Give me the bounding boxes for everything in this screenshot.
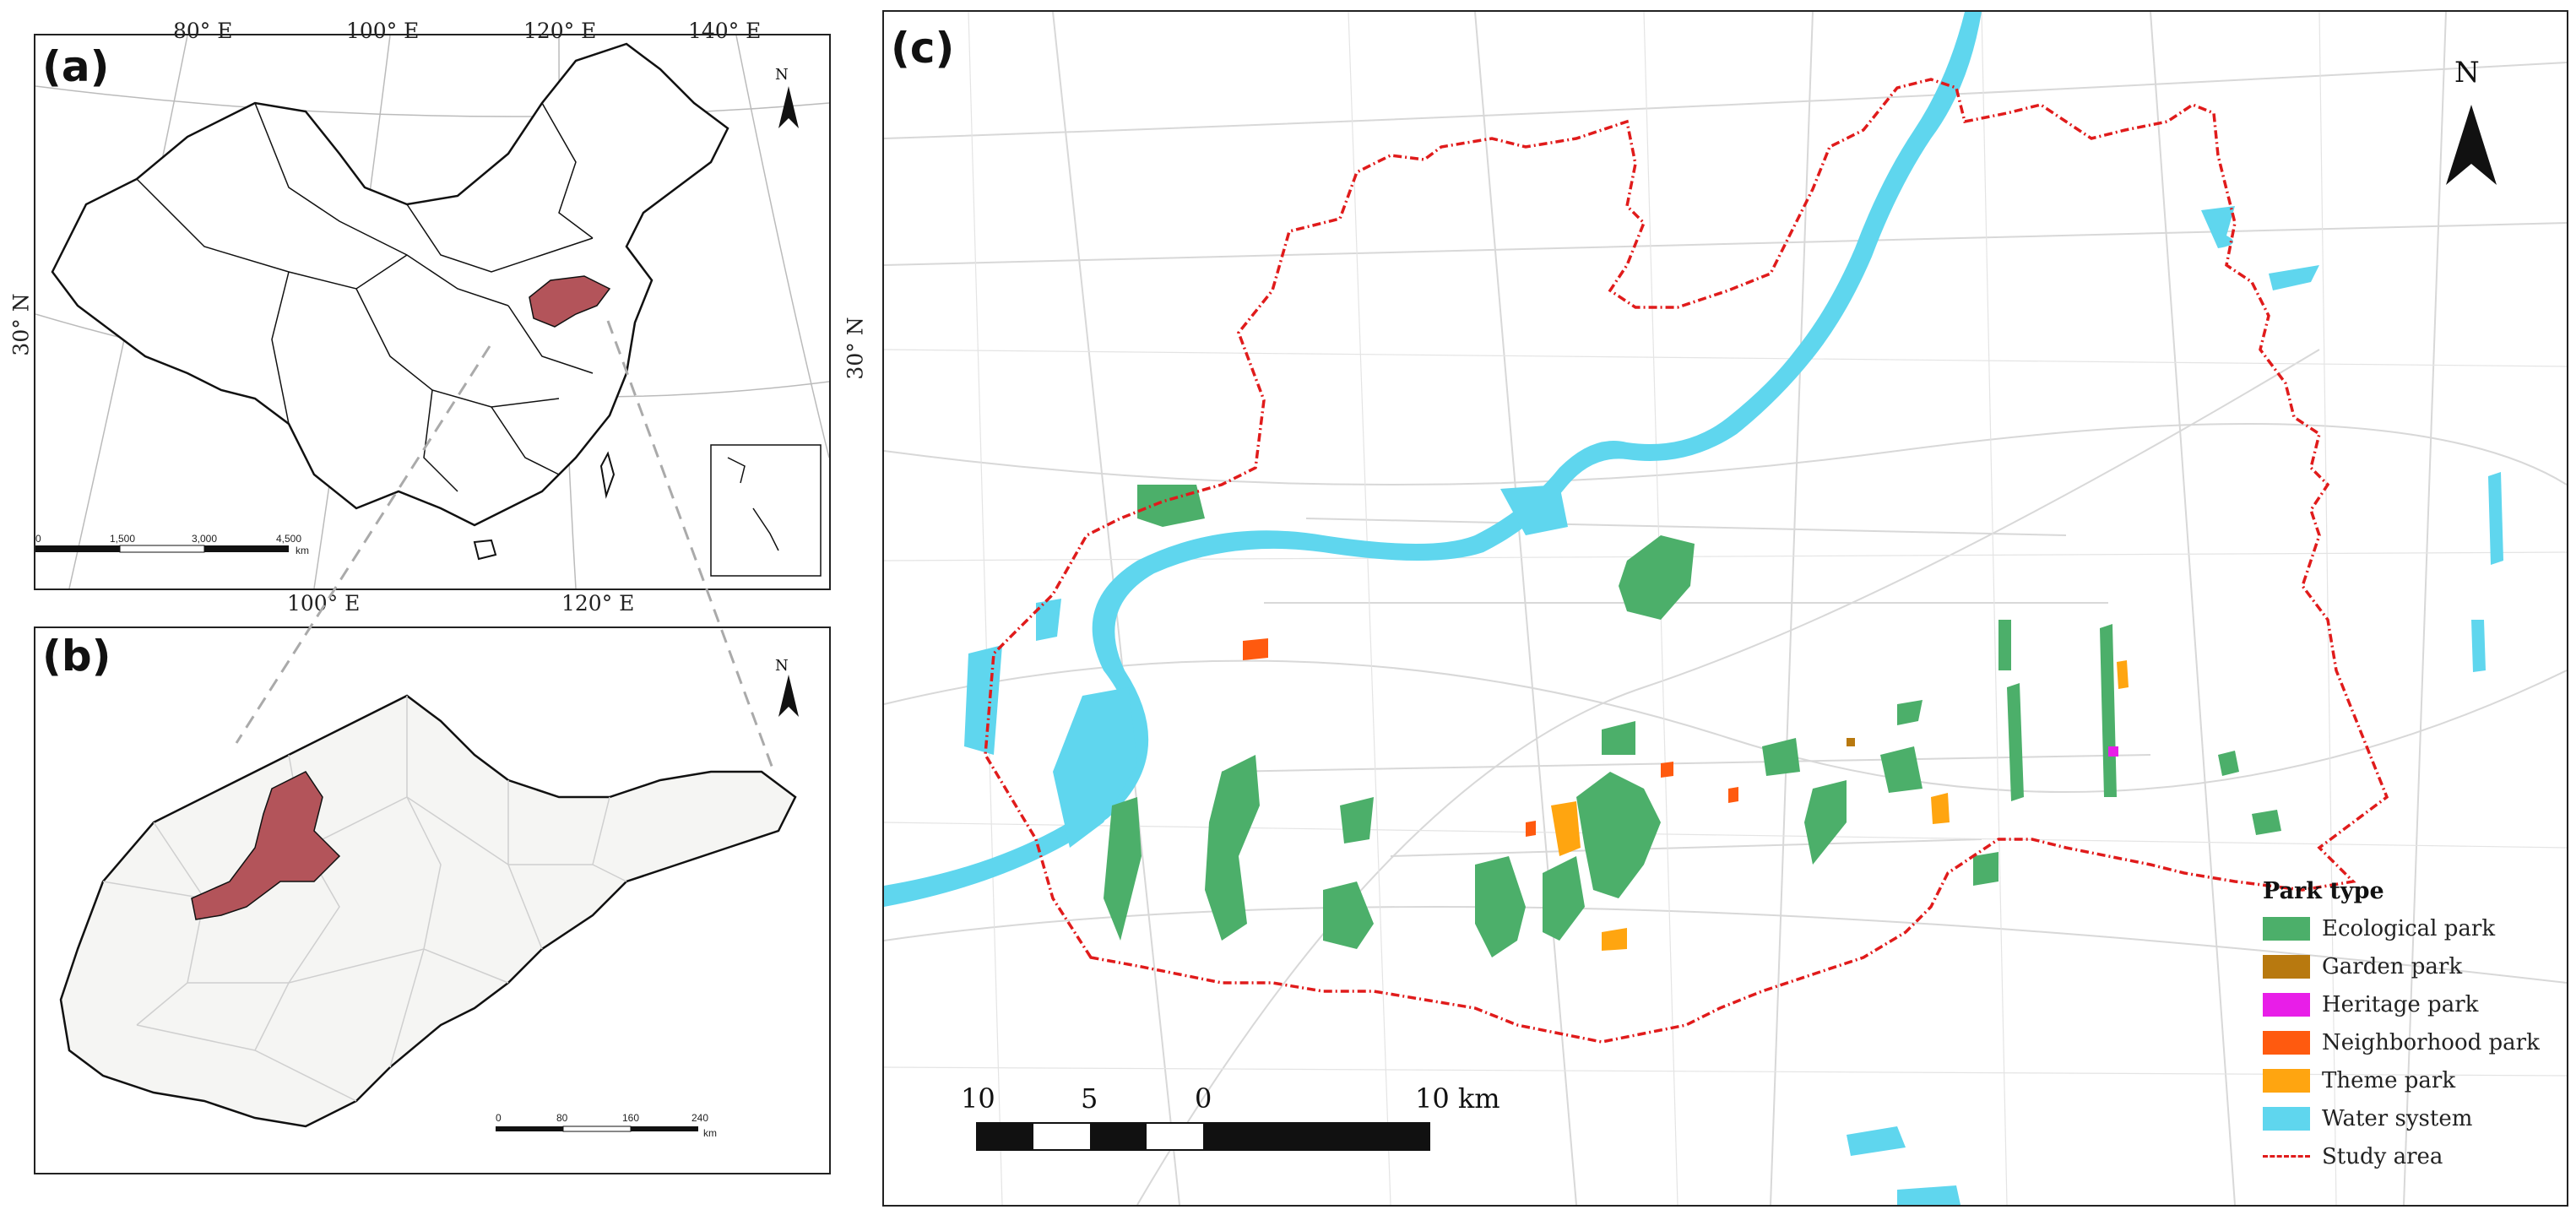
north-arrow-c: [2446, 105, 2497, 185]
shandong-map-svg: [59, 675, 799, 1128]
north-label-a: N: [775, 66, 789, 84]
legend: Park type Ecological park Garden park He…: [2263, 878, 2550, 1175]
north-label-c: N: [2454, 56, 2480, 89]
study-area-line: [984, 78, 2389, 1044]
legend-item-garden: Garden park: [2263, 947, 2550, 985]
legend-label-garden: Garden park: [2322, 953, 2463, 979]
scale-a-tick-1: 1,500: [110, 534, 135, 545]
scale-a-tick-2: 3,000: [192, 534, 217, 545]
swatch-water: [2263, 1106, 2310, 1131]
legend-item-heritage: Heritage park: [2263, 985, 2550, 1023]
legend-item-neighborhood: Neighborhood park: [2263, 1023, 2550, 1061]
scale-c-tick-0: 0: [1195, 1082, 1212, 1115]
shandong-highlight: [529, 275, 611, 328]
swatch-neighborhood: [2263, 1030, 2310, 1055]
scale-bar-b: 0 80 160 240 km: [496, 1112, 717, 1139]
scale-b-tick-3: 240: [691, 1112, 708, 1124]
lon-label-bottom-100e: 100° E: [287, 591, 361, 616]
panel-b-shandong-map: 0 80 160 240 km: [34, 626, 831, 1174]
legend-label-theme: Theme park: [2322, 1067, 2456, 1093]
lon-label-80e: 80° E: [173, 19, 233, 43]
jinan-highlight: [191, 771, 341, 920]
lon-label-120e: 120° E: [523, 19, 597, 43]
legend-label-water: Water system: [2322, 1105, 2473, 1131]
parks: [1104, 485, 2281, 957]
scale-c-tick-5: 5: [1081, 1082, 1098, 1115]
scale-a-tick-0: 0: [35, 534, 41, 545]
north-label-b: N: [775, 657, 789, 675]
legend-item-study-area: Study area: [2263, 1137, 2550, 1175]
scale-c-tick-10km: 10 km: [1415, 1082, 1500, 1115]
swatch-heritage: [2263, 992, 2310, 1017]
swatch-theme: [2263, 1068, 2310, 1093]
swatch-garden: [2263, 954, 2310, 979]
panel-a-label: (a): [42, 42, 110, 91]
swatch-study-area: [2263, 1155, 2310, 1158]
water-system: [884, 12, 2503, 1205]
legend-item-ecological: Ecological park: [2263, 909, 2550, 947]
swatch-ecological: [2263, 916, 2310, 941]
legend-label-study-area: Study area: [2322, 1143, 2443, 1169]
scale-bar-a: 0 1,500 3,000 4,500 km: [35, 534, 309, 556]
legend-item-water: Water system: [2263, 1099, 2550, 1137]
legend-title: Park type: [2263, 878, 2384, 904]
panel-a-china-map: 0 1,500 3,000 4,500 km: [34, 34, 831, 590]
scale-c-tick-10: 10: [961, 1082, 995, 1115]
china-outline: [51, 42, 729, 527]
scale-b-tick-0: 0: [496, 1112, 502, 1124]
shandong-outline: [59, 694, 797, 1128]
scale-bar-c: [976, 1122, 1430, 1151]
scale-a-tick-3: 4,500: [276, 534, 301, 545]
scale-b-unit: km: [703, 1127, 717, 1139]
legend-label-ecological: Ecological park: [2322, 915, 2496, 941]
lon-label-bottom-120e: 120° E: [561, 591, 635, 616]
scale-b-tick-2: 160: [622, 1112, 639, 1124]
connector-lines: [235, 320, 774, 769]
legend-label-heritage: Heritage park: [2322, 991, 2479, 1017]
china-map-svg: [35, 35, 829, 589]
panel-c-label: (c): [891, 24, 955, 73]
scale-b-tick-1: 80: [556, 1112, 568, 1124]
lon-label-100e: 100° E: [346, 19, 420, 43]
study-area-svg: [884, 12, 2567, 1205]
scale-a-unit: km: [296, 545, 309, 556]
lon-label-140e: 140° E: [688, 19, 762, 43]
legend-label-neighborhood: Neighborhood park: [2322, 1029, 2540, 1055]
panel-b-label: (b): [42, 632, 111, 681]
legend-item-theme: Theme park: [2263, 1061, 2550, 1099]
